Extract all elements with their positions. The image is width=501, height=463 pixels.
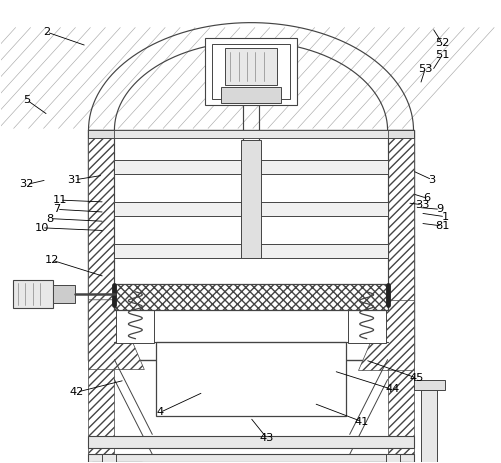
Bar <box>114 130 387 138</box>
Text: 44: 44 <box>384 384 398 394</box>
Text: 31: 31 <box>68 175 82 185</box>
Text: 42: 42 <box>70 387 84 397</box>
Bar <box>88 130 114 360</box>
Bar <box>261 202 387 216</box>
Polygon shape <box>88 300 144 369</box>
Bar <box>220 88 281 103</box>
Bar <box>413 380 444 389</box>
Bar <box>385 454 399 463</box>
Text: 6: 6 <box>423 193 430 203</box>
Bar <box>205 38 296 106</box>
Text: 9: 9 <box>436 204 443 214</box>
Bar <box>421 389 436 463</box>
Text: 81: 81 <box>434 221 448 231</box>
Text: 45: 45 <box>409 373 423 383</box>
Bar <box>102 454 116 463</box>
Bar <box>224 48 277 86</box>
Text: 51: 51 <box>434 50 448 60</box>
Bar <box>212 44 289 100</box>
Text: 43: 43 <box>260 433 274 443</box>
Bar <box>261 160 387 174</box>
Bar <box>88 360 114 454</box>
Text: 3: 3 <box>428 175 435 185</box>
Bar <box>88 454 413 463</box>
Bar <box>240 140 261 258</box>
Text: 10: 10 <box>35 223 49 233</box>
Bar <box>114 160 240 174</box>
Text: 53: 53 <box>417 64 431 74</box>
Bar <box>53 285 74 303</box>
Text: 33: 33 <box>414 200 428 210</box>
Text: 2: 2 <box>43 27 50 37</box>
Polygon shape <box>357 300 413 369</box>
Bar <box>387 360 413 454</box>
Bar <box>156 342 345 416</box>
Text: 5: 5 <box>23 95 31 105</box>
Bar <box>114 244 387 258</box>
Bar <box>114 284 387 310</box>
Text: 32: 32 <box>20 180 34 189</box>
Text: 7: 7 <box>53 204 60 214</box>
Bar <box>88 130 413 138</box>
Text: 12: 12 <box>45 255 59 265</box>
Text: 8: 8 <box>46 213 53 224</box>
Bar <box>88 437 413 448</box>
Bar <box>13 280 53 308</box>
Text: 41: 41 <box>354 417 369 427</box>
Text: 4: 4 <box>156 407 163 418</box>
Bar <box>387 130 413 360</box>
Bar <box>347 288 385 343</box>
Bar <box>114 202 240 216</box>
Text: 52: 52 <box>434 38 448 48</box>
Bar <box>88 130 413 360</box>
Bar <box>116 288 154 343</box>
Text: 11: 11 <box>53 195 67 205</box>
Text: 1: 1 <box>441 212 448 222</box>
